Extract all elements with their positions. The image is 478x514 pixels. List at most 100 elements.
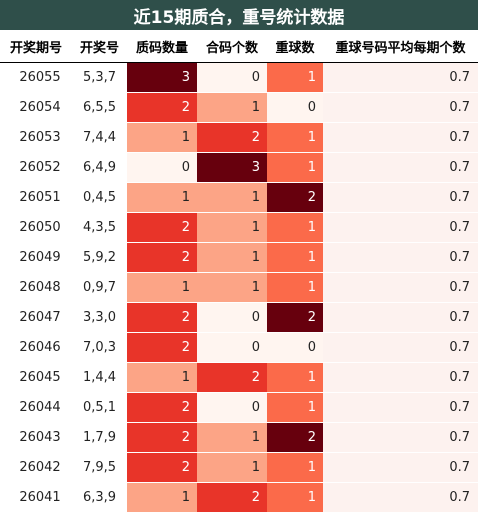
composite-count-cell: 2: [197, 362, 267, 393]
composite-count-cell: 1: [197, 182, 267, 213]
numbers-cell: 4,3,5: [72, 212, 127, 243]
repeat-count-cell: 1: [267, 362, 323, 393]
composite-count-cell: 2: [197, 122, 267, 153]
numbers-cell: 5,3,7: [72, 62, 127, 93]
table-row: 26048 0,9,7 1 1 1 0.7: [0, 272, 478, 303]
repeat-average-cell: 0.7: [323, 332, 478, 363]
table-row: 26047 3,3,0 2 0 2 0.7: [0, 302, 478, 333]
prime-count-cell: 2: [127, 302, 197, 333]
repeat-average-cell: 0.7: [323, 242, 478, 273]
numbers-cell: 7,9,5: [72, 452, 127, 483]
table-row: 26054 6,5,5 2 1 0 0.7: [0, 92, 478, 123]
prime-count-cell: 2: [127, 332, 197, 363]
table-row: 26045 1,4,4 1 2 1 0.7: [0, 362, 478, 393]
table-row: 26050 4,3,5 2 1 1 0.7: [0, 212, 478, 243]
prime-count-cell: 3: [127, 62, 197, 93]
prime-count-cell: 2: [127, 92, 197, 123]
issue-cell: 26044: [0, 392, 72, 423]
table-row: 26052 6,4,9 0 3 1 0.7: [0, 152, 478, 183]
header-composite-count: 合码个数: [197, 30, 267, 63]
repeat-average-cell: 0.7: [323, 422, 478, 453]
prime-count-cell: 1: [127, 482, 197, 512]
numbers-cell: 3,3,0: [72, 302, 127, 333]
prime-count-cell: 2: [127, 242, 197, 273]
composite-count-cell: 0: [197, 62, 267, 93]
issue-cell: 26043: [0, 422, 72, 453]
repeat-count-cell: 1: [267, 452, 323, 483]
issue-cell: 26046: [0, 332, 72, 363]
repeat-average-cell: 0.7: [323, 152, 478, 183]
prime-count-cell: 1: [127, 182, 197, 213]
composite-count-cell: 1: [197, 212, 267, 243]
numbers-cell: 1,7,9: [72, 422, 127, 453]
repeat-count-cell: 1: [267, 212, 323, 243]
numbers-cell: 5,9,2: [72, 242, 127, 273]
header-repeat-average: 重球号码平均每期个数: [323, 30, 478, 63]
table-row: 26043 1,7,9 2 1 2 0.7: [0, 422, 478, 453]
composite-count-cell: 1: [197, 452, 267, 483]
repeat-average-cell: 0.7: [323, 212, 478, 243]
table-body: 26055 5,3,7 3 0 1 0.7 26054 6,5,5 2 1 0 0.7 26053 7,4…: [0, 62, 478, 512]
numbers-cell: 0,5,1: [72, 392, 127, 423]
composite-count-cell: 0: [197, 392, 267, 423]
table-row: 26046 7,0,3 2 0 0 0.7: [0, 332, 478, 363]
repeat-count-cell: 0: [267, 332, 323, 363]
composite-count-cell: 1: [197, 242, 267, 273]
issue-cell: 26051: [0, 182, 72, 213]
repeat-average-cell: 0.7: [323, 92, 478, 123]
prime-count-cell: 2: [127, 212, 197, 243]
repeat-count-cell: 1: [267, 242, 323, 273]
composite-count-cell: 3: [197, 152, 267, 183]
issue-cell: 26047: [0, 302, 72, 333]
repeat-average-cell: 0.7: [323, 122, 478, 153]
issue-cell: 26048: [0, 272, 72, 303]
repeat-count-cell: 1: [267, 272, 323, 303]
prime-count-cell: 1: [127, 362, 197, 393]
table-row: 26049 5,9,2 2 1 1 0.7: [0, 242, 478, 273]
repeat-average-cell: 0.7: [323, 482, 478, 512]
repeat-count-cell: 2: [267, 182, 323, 213]
repeat-average-cell: 0.7: [323, 302, 478, 333]
composite-count-cell: 0: [197, 332, 267, 363]
issue-cell: 26053: [0, 122, 72, 153]
issue-cell: 26042: [0, 452, 72, 483]
repeat-count-cell: 1: [267, 482, 323, 512]
repeat-average-cell: 0.7: [323, 362, 478, 393]
numbers-cell: 6,3,9: [82, 490, 117, 505]
repeat-average-cell: 0.7: [323, 272, 478, 303]
numbers-cell: 6,5,5: [72, 92, 127, 123]
composite-count-cell: 0: [197, 302, 267, 333]
numbers-cell: 7,0,3: [72, 332, 127, 363]
table-row: 26044 0,5,1 2 0 1 0.7: [0, 392, 478, 423]
header-row: 开奖期号 开奖号 质码数量 合码个数 重球数 重球号码平均每期个数: [0, 30, 478, 63]
issue-cell: 26052: [0, 152, 72, 183]
issue-cell: 26049: [0, 242, 72, 273]
table-row: 26042 7,9,5 2 1 1 0.7: [0, 452, 478, 483]
composite-count-cell: 1: [197, 272, 267, 303]
prime-count-cell: 1: [127, 272, 197, 303]
repeat-count-cell: 1: [267, 152, 323, 183]
repeat-count-cell: 1: [267, 392, 323, 423]
header-issue: 开奖期号: [0, 30, 72, 63]
composite-count-cell: 1: [197, 92, 267, 123]
issue-cell: 26055: [0, 62, 72, 93]
issue-cell: 26045: [0, 362, 72, 393]
issue-cell: 26054: [0, 92, 72, 123]
table-row: 26051 0,4,5 1 1 2 0.7: [0, 182, 478, 213]
prime-count-cell: 2: [127, 392, 197, 423]
numbers-cell: 7,4,4: [72, 122, 127, 153]
repeat-average-cell: 0.7: [323, 182, 478, 213]
repeat-count-cell: 1: [267, 122, 323, 153]
numbers-cell: 6,4,9: [72, 152, 127, 183]
table-row: 26055 5,3,7 3 0 1 0.7: [0, 62, 478, 93]
composite-count-cell: 1: [197, 422, 267, 453]
numbers-cell: 0,4,5: [72, 182, 127, 213]
issue-cell: 26041: [19, 490, 61, 505]
table-row: 26041 6,3,9 1 2 1 0.7: [0, 482, 478, 512]
repeat-average-cell: 0.7: [323, 452, 478, 483]
header-repeat-count: 重球数: [267, 30, 323, 63]
header-numbers: 开奖号: [72, 30, 127, 63]
prime-count-cell: 0: [127, 152, 197, 183]
repeat-count-cell: 1: [267, 62, 323, 93]
